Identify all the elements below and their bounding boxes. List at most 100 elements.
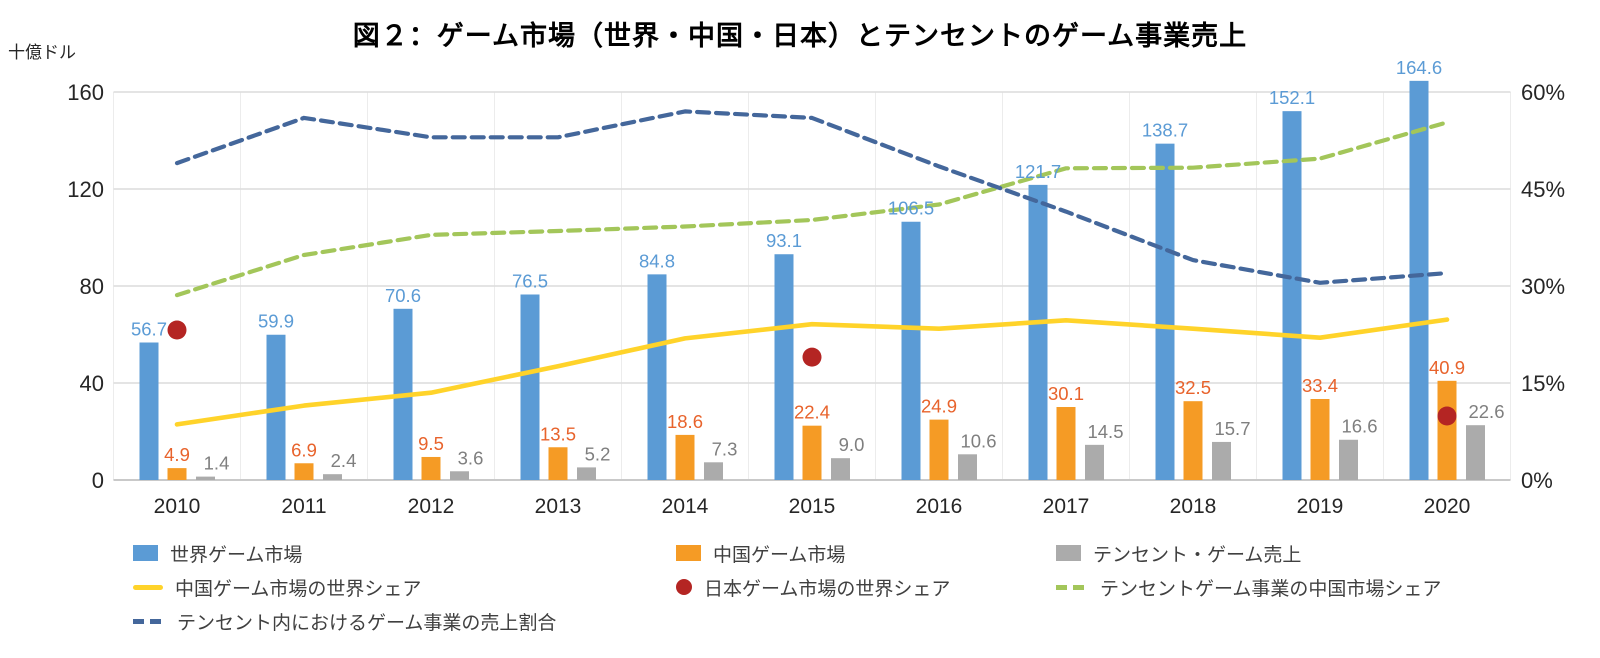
legend-marker-line-icon (133, 584, 163, 590)
bar-tencent-game-revenue-2017 (1085, 444, 1104, 480)
svg-text:14.5: 14.5 (1087, 421, 1123, 442)
svg-text:160: 160 (67, 80, 104, 105)
left-axis-labels: 0 40 80 120 160 (67, 80, 104, 493)
svg-text:15.7: 15.7 (1214, 418, 1250, 439)
bar-world-game-market-2015 (774, 254, 794, 480)
legend-item: テンセント・ゲーム売上 (1056, 542, 1302, 566)
legend-item: テンセントゲーム事業の中国市場シェア (1056, 576, 1442, 600)
chart-title: 図２：ゲーム市場（世界・中国・日本）とテンセントのゲーム事業売上 (352, 21, 1248, 51)
value-labels-tencent-game-revenue: 1.4 2.4 3.6 5.2 7.3 9.0 10.6 14.5 15.7 16.6 22.6 (204, 401, 1505, 473)
svg-text:2013: 2013 (535, 495, 582, 518)
svg-text:2015: 2015 (789, 495, 836, 518)
svg-text:84.8: 84.8 (639, 250, 675, 271)
svg-text:6.9: 6.9 (291, 439, 317, 460)
bar-tencent-game-revenue-2011 (323, 474, 342, 480)
svg-text:10.6: 10.6 (960, 430, 996, 451)
line-china-world-share (174, 317, 1450, 427)
svg-text:30.1: 30.1 (1048, 383, 1084, 404)
svg-text:13.5: 13.5 (540, 423, 576, 444)
bar-tencent-game-revenue-2016 (958, 454, 977, 480)
bars-china-game-market (167, 380, 1457, 480)
svg-text:60%: 60% (1521, 80, 1565, 105)
legend-label: 中国ゲーム市場の世界シェア (175, 578, 422, 600)
bar-tencent-game-revenue-2019 (1339, 439, 1358, 480)
svg-text:9.5: 9.5 (418, 433, 444, 454)
legend-label: テンセント・ゲーム売上 (1093, 544, 1302, 566)
svg-text:33.4: 33.4 (1302, 375, 1338, 396)
y-axis-unit-label: 十億ドル (8, 43, 76, 62)
svg-text:2010: 2010 (154, 495, 201, 518)
legend-marker-square-icon (1056, 545, 1081, 561)
legend-item: 日本ゲーム市場の世界シェア (676, 576, 950, 600)
value-labels-world-game-market: 56.7 59.9 70.6 76.5 84.8 93.1 106.5 121.7 138.7 1… (131, 57, 1442, 340)
svg-text:59.9: 59.9 (258, 311, 294, 332)
svg-text:18.6: 18.6 (667, 411, 703, 432)
legend-item: 中国ゲーム市場 (676, 542, 846, 566)
svg-text:2.4: 2.4 (331, 450, 357, 471)
svg-text:2016: 2016 (916, 495, 963, 518)
svg-text:2018: 2018 (1170, 495, 1217, 518)
svg-text:2017: 2017 (1043, 495, 1090, 518)
x-axis-labels: 2010 2011 2012 2013 2014 2015 2016 2017 2018 2019… (154, 495, 1471, 518)
svg-text:22.4: 22.4 (794, 402, 830, 423)
svg-text:138.7: 138.7 (1142, 120, 1188, 141)
bar-china-game-market-2018 (1183, 401, 1203, 480)
legend-label: 世界ゲーム市場 (170, 544, 303, 566)
bar-world-game-market-2011 (266, 334, 286, 480)
svg-text:30%: 30% (1521, 274, 1565, 299)
bar-world-game-market-2016 (901, 221, 921, 481)
svg-text:2012: 2012 (408, 495, 455, 518)
dots-japan-world-share (167, 320, 1457, 426)
svg-text:22.6: 22.6 (1468, 401, 1504, 422)
bar-tencent-game-revenue-2013 (577, 467, 596, 480)
bar-china-game-market-2019 (1310, 399, 1330, 480)
svg-text:40: 40 (80, 371, 104, 396)
line-tencent-china-market-share (174, 120, 1450, 298)
svg-text:121.7: 121.7 (1015, 161, 1061, 182)
svg-text:56.7: 56.7 (131, 319, 167, 340)
right-axis-labels: 0% 15% 30% 45% 60% (1521, 80, 1565, 493)
svg-text:24.9: 24.9 (921, 396, 957, 417)
chart-canvas: 56.7 59.9 70.6 76.5 84.8 93.1 106.5 121.7 138.7 1… (67, 57, 1565, 518)
dot-japan-world-share-2020 (1437, 406, 1457, 426)
bar-china-game-market-2015 (802, 425, 822, 480)
bar-tencent-game-revenue-2015 (831, 458, 850, 480)
legend-item: テンセント内におけるゲーム事業の売上割合 (133, 610, 557, 634)
svg-text:7.3: 7.3 (712, 438, 738, 459)
bar-tencent-game-revenue-2010 (196, 476, 215, 480)
svg-text:2019: 2019 (1297, 495, 1344, 518)
bar-china-game-market-2011 (294, 463, 314, 480)
bar-china-game-market-2013 (548, 447, 568, 480)
bar-tencent-game-revenue-2012 (450, 471, 469, 480)
svg-text:15%: 15% (1521, 371, 1565, 396)
svg-text:2011: 2011 (281, 495, 326, 518)
svg-text:45%: 45% (1521, 177, 1565, 202)
dot-japan-world-share-2010 (167, 320, 187, 340)
legend-marker-square-icon (676, 545, 701, 561)
legend-item: 世界ゲーム市場 (133, 542, 303, 566)
bar-world-game-market-2020 (1409, 80, 1429, 480)
legend-label: テンセントゲーム事業の中国市場シェア (1100, 578, 1442, 600)
bar-china-game-market-2016 (929, 419, 949, 480)
bar-tencent-game-revenue-2018 (1212, 441, 1231, 480)
bar-tencent-game-revenue-2014 (704, 462, 723, 480)
bars-tencent-game-revenue (196, 425, 1485, 480)
legend-label: 中国ゲーム市場 (713, 544, 846, 566)
bar-china-game-market-2020 (1437, 380, 1457, 480)
svg-text:120: 120 (67, 177, 104, 202)
legend-label: テンセント内におけるゲーム事業の売上割合 (177, 612, 557, 634)
svg-text:5.2: 5.2 (585, 443, 611, 464)
bars-world-game-market (139, 80, 1429, 481)
svg-text:93.1: 93.1 (766, 230, 802, 251)
svg-text:4.9: 4.9 (164, 444, 190, 465)
svg-text:1.4: 1.4 (204, 453, 230, 474)
bar-tencent-game-revenue-2020 (1466, 425, 1485, 480)
legend-item: 中国ゲーム市場の世界シェア (133, 576, 422, 600)
legend-marker-dot-icon (676, 579, 692, 595)
value-labels-china-game-market: 4.9 6.9 9.5 13.5 18.6 22.4 24.9 30.1 32.5 33.4 40.… (164, 357, 1465, 465)
bar-china-game-market-2012 (421, 456, 441, 480)
svg-text:0: 0 (92, 468, 104, 493)
svg-text:40.9: 40.9 (1429, 357, 1465, 378)
svg-text:80: 80 (80, 274, 104, 299)
line-tencent-internal-game-share (174, 109, 1450, 285)
